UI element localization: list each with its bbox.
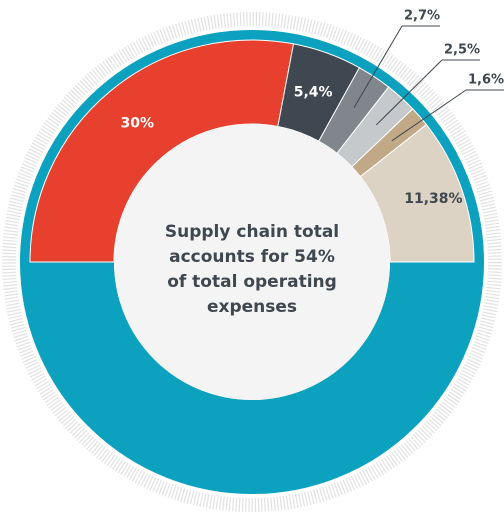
center-text: Supply chain total bbox=[165, 222, 339, 242]
data-label: 30% bbox=[120, 115, 154, 131]
center-text: expenses bbox=[207, 297, 297, 317]
center-disc bbox=[114, 124, 390, 400]
leader-line bbox=[353, 25, 403, 108]
data-label: 1,6% bbox=[468, 73, 504, 88]
center-text: accounts for 54% bbox=[169, 247, 335, 267]
hatch-ring bbox=[2, 12, 502, 512]
data-label: 2,7% bbox=[404, 9, 440, 24]
leader-line bbox=[391, 89, 467, 142]
data-label: 11,38% bbox=[404, 191, 462, 207]
center-text: of total operating bbox=[167, 272, 337, 292]
data-label: 2,5% bbox=[444, 43, 480, 58]
leader-line bbox=[375, 59, 443, 126]
data-label: 5,4% bbox=[294, 85, 333, 101]
